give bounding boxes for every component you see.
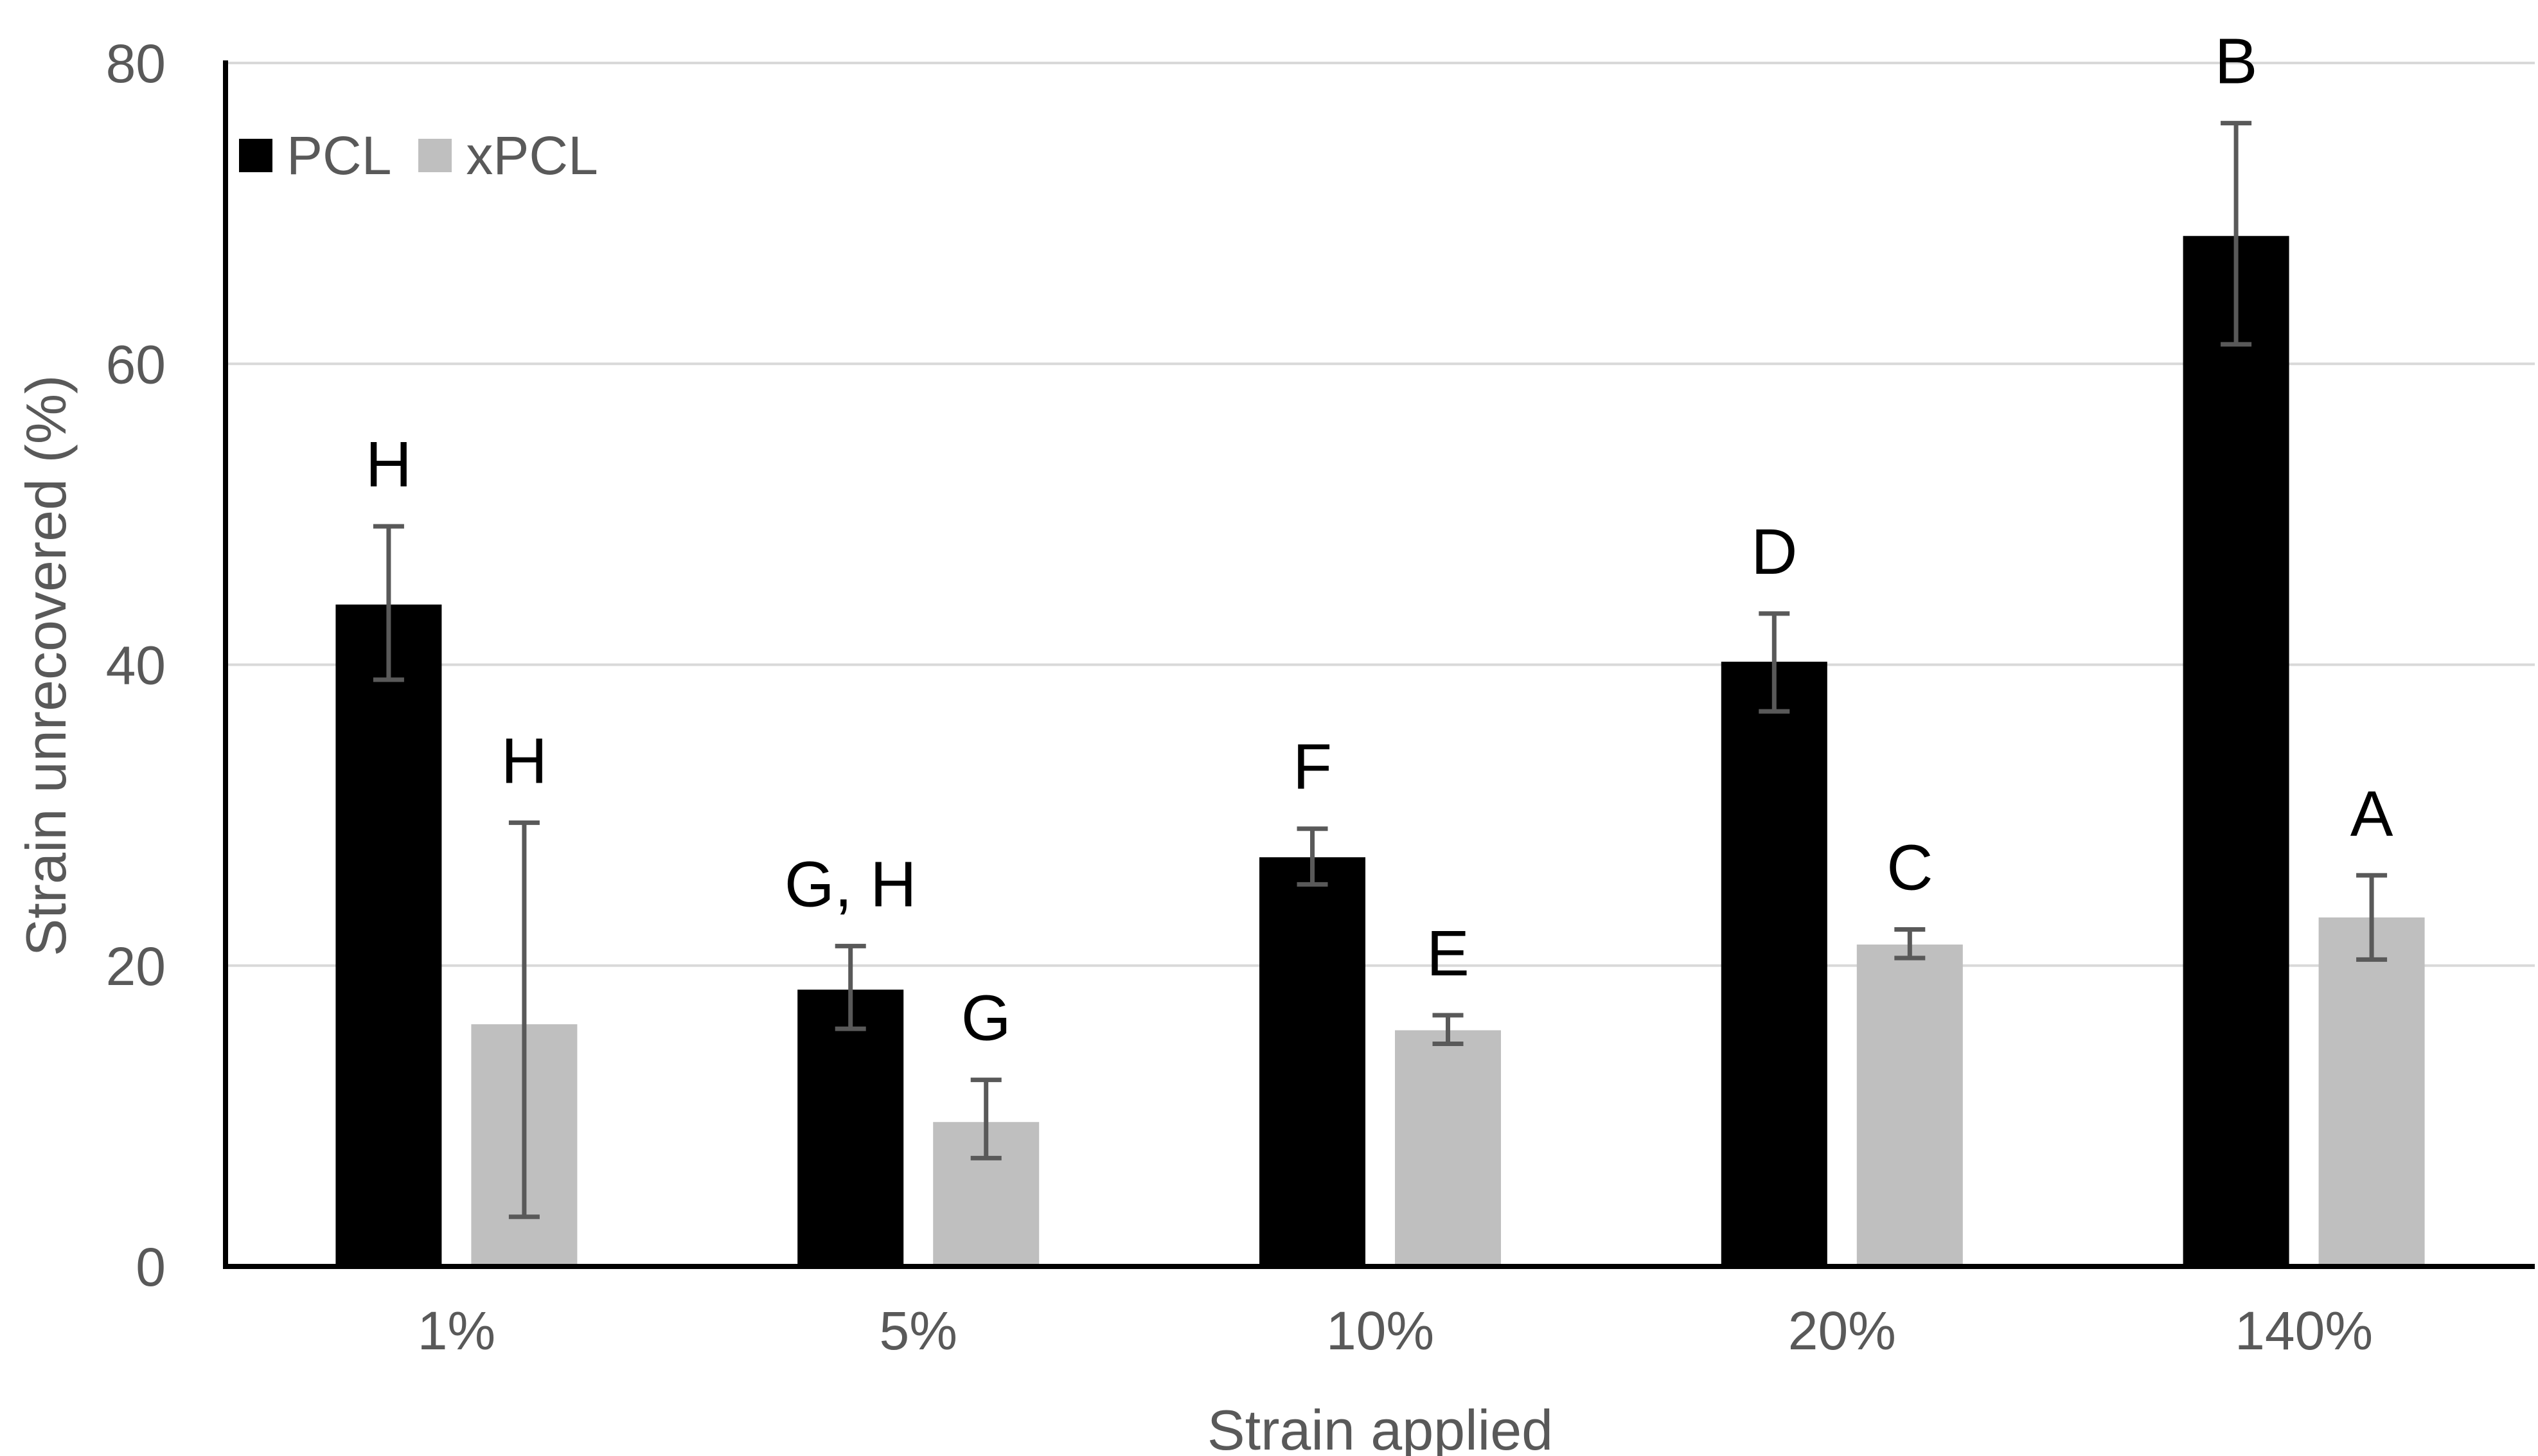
legend-label-pcl: PCL — [287, 125, 392, 186]
bar-pcl-10% — [1259, 857, 1365, 1269]
legend-item-xpcl: xPCL — [418, 129, 598, 182]
error-bar-pcl-140% — [2221, 121, 2252, 347]
significance-letter-pcl-20%: D — [1751, 516, 1797, 588]
bar-pcl-20% — [1721, 661, 1827, 1269]
significance-letter-xpcl-1%: H — [501, 725, 547, 797]
x-tick-label-140%: 140% — [2235, 1301, 2373, 1361]
y-axis-line — [223, 60, 228, 1269]
significance-letter-xpcl-5%: G — [961, 982, 1011, 1054]
error-bar-pcl-20% — [1759, 611, 1790, 714]
significance-letter-xpcl-10%: E — [1426, 918, 1469, 990]
bar-xpcl-20% — [1856, 944, 1963, 1269]
xpcl-swatch-icon — [418, 139, 452, 172]
y-tick-label-20: 20 — [106, 936, 166, 997]
y-tick-label-80: 80 — [106, 33, 166, 94]
x-tick-label-10%: 10% — [1326, 1301, 1434, 1361]
significance-letter-xpcl-140%: A — [2350, 777, 2393, 849]
x-tick-label-5%: 5% — [879, 1301, 957, 1361]
error-bar-pcl-1% — [373, 524, 404, 682]
bar-pcl-1% — [335, 604, 442, 1269]
bar-xpcl-10% — [1395, 1030, 1501, 1269]
bar-pcl-140% — [2183, 236, 2289, 1269]
significance-letter-pcl-140%: B — [2215, 26, 2258, 98]
error-bar-xpcl-10% — [1432, 1013, 1464, 1046]
x-tick-label-20%: 20% — [1788, 1301, 1896, 1361]
x-axis-title: Strain applied — [1207, 1398, 1554, 1456]
error-bar-pcl-10% — [1297, 826, 1328, 887]
significance-letter-pcl-1%: H — [366, 429, 412, 501]
error-bar-xpcl-1% — [508, 820, 540, 1220]
bar-pcl-5% — [797, 990, 904, 1269]
bar-xpcl-140% — [2318, 917, 2425, 1269]
error-bar-xpcl-20% — [1894, 927, 1926, 961]
significance-letter-pcl-10%: F — [1293, 731, 1332, 803]
y-tick-label-40: 40 — [106, 635, 166, 696]
legend-label-xpcl: xPCL — [466, 125, 598, 186]
legend-item-pcl: PCL — [239, 129, 391, 182]
significance-letter-pcl-5%: G, H — [785, 848, 917, 920]
y-axis-title: Strain unrecovered (%) — [14, 375, 78, 957]
y-tick-label-60: 60 — [106, 334, 166, 395]
error-bar-xpcl-5% — [970, 1078, 1002, 1160]
x-axis-line — [223, 1264, 2535, 1269]
error-bar-pcl-5% — [835, 943, 866, 1031]
significance-letter-xpcl-20%: C — [1886, 832, 1933, 904]
legend: PCL xPCL — [239, 129, 598, 182]
error-bar-xpcl-140% — [2356, 873, 2388, 962]
y-tick-label-0: 0 — [136, 1237, 166, 1297]
pcl-swatch-icon — [239, 139, 272, 172]
x-tick-label-1%: 1% — [418, 1301, 495, 1361]
